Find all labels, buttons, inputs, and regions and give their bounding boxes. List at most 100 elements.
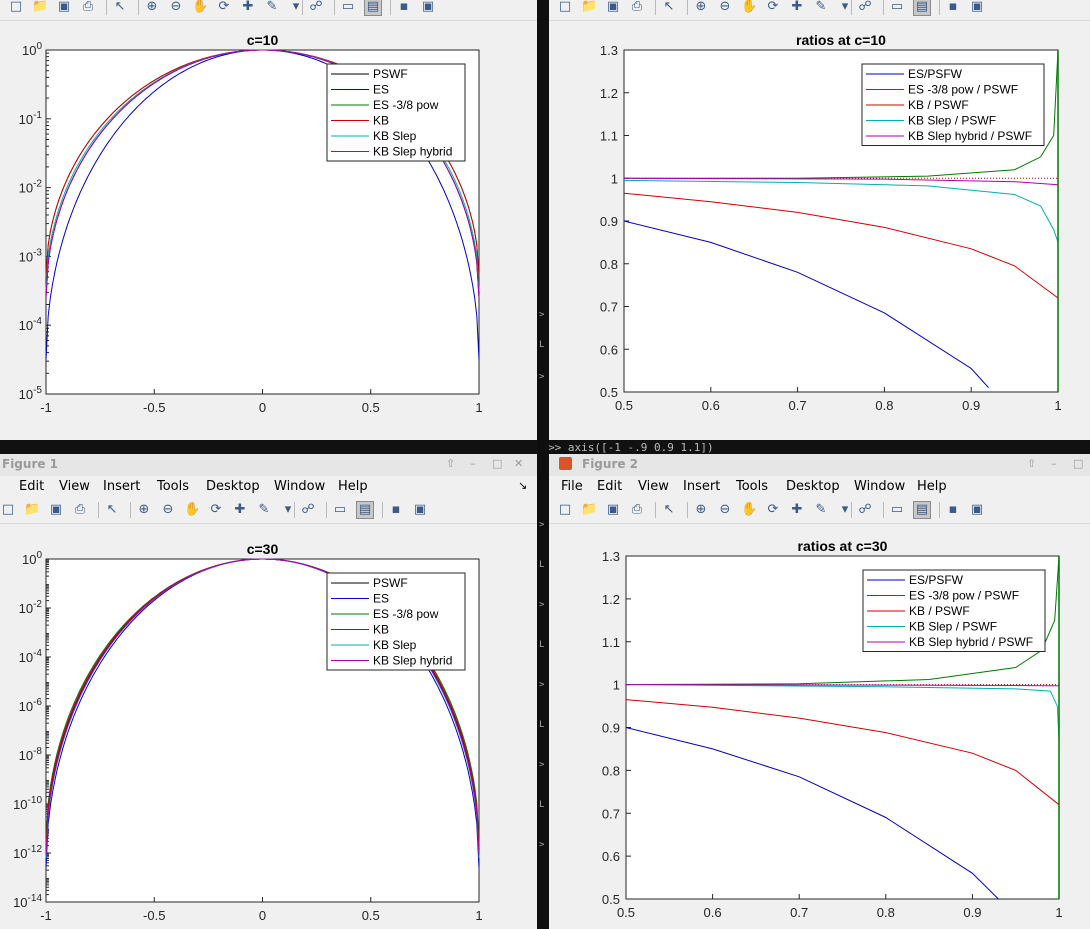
data-cursor-icon[interactable]: ✚ — [791, 502, 803, 517]
close-icon[interactable]: ✕ — [514, 457, 524, 470]
brush-icon[interactable]: ✎ — [266, 0, 278, 14]
menu-window[interactable]: Window — [274, 479, 326, 494]
dropdown-arrow-icon[interactable]: ▾ — [841, 502, 849, 517]
legend-icon[interactable]: ▤ — [356, 501, 374, 519]
menu-tools[interactable]: Tools — [736, 479, 769, 494]
dropdown-arrow-icon[interactable]: ▾ — [292, 0, 300, 14]
new-file-icon[interactable]: □ — [1, 502, 15, 517]
colorbar-icon[interactable]: ▭ — [333, 502, 347, 517]
zoom-in-icon[interactable]: ⊕ — [138, 502, 150, 517]
link-icon[interactable]: ☍ — [858, 502, 872, 517]
open-file-icon[interactable]: 📁 — [32, 0, 49, 14]
dock-icon[interactable]: ⇧ — [1027, 457, 1037, 470]
toolbar-separator — [851, 0, 852, 15]
menu-tools[interactable]: Tools — [157, 479, 190, 494]
save-icon[interactable]: ▣ — [49, 502, 63, 517]
zoom-in-icon[interactable]: ⊕ — [695, 0, 707, 14]
maximize-icon[interactable]: □ — [1073, 457, 1084, 470]
y-tick-label: 0.5 — [600, 385, 618, 400]
open-file-icon[interactable]: 📁 — [24, 502, 41, 517]
maximize-icon[interactable]: □ — [492, 457, 503, 470]
colorbar-icon[interactable]: ▭ — [341, 0, 355, 14]
show-plot-tools-icon[interactable]: ▣ — [970, 0, 984, 14]
menu-file[interactable]: File — [561, 479, 583, 494]
brush-icon[interactable]: ✎ — [258, 502, 270, 517]
hide-plot-tools-icon[interactable]: ▪ — [948, 0, 958, 14]
data-cursor-icon[interactable]: ✚ — [242, 0, 254, 14]
y-tick-label: 10-6 — [19, 697, 43, 714]
pointer-icon[interactable]: ↖ — [106, 502, 118, 517]
show-plot-tools-icon[interactable]: ▣ — [421, 0, 435, 14]
brush-icon[interactable]: ✎ — [815, 0, 827, 14]
menu-view[interactable]: View — [638, 479, 669, 494]
new-file-icon[interactable]: □ — [558, 0, 572, 14]
menu-view[interactable]: View — [59, 479, 90, 494]
menu-help[interactable]: Help — [338, 479, 368, 494]
print-icon[interactable]: ⎙ — [631, 502, 643, 517]
print-icon[interactable]: ⎙ — [74, 502, 86, 517]
rotate-icon[interactable]: ⟳ — [210, 502, 222, 517]
save-icon[interactable]: ▣ — [57, 0, 71, 14]
dock-icon[interactable]: ⇧ — [446, 457, 456, 470]
legend-icon[interactable]: ▤ — [913, 0, 931, 16]
hide-plot-tools-icon[interactable]: ▪ — [948, 502, 958, 517]
y-tick-label: 1.1 — [600, 129, 618, 144]
menu-edit[interactable]: Edit — [19, 479, 45, 494]
pan-icon[interactable]: ✋ — [741, 0, 758, 14]
menu-window[interactable]: Window — [854, 479, 906, 494]
open-file-icon[interactable]: 📁 — [581, 0, 598, 14]
zoom-out-icon[interactable]: ⊖ — [719, 0, 731, 14]
arrow-icon[interactable]: ↘ — [518, 479, 528, 492]
new-file-icon[interactable]: □ — [9, 0, 23, 14]
zoom-in-icon[interactable]: ⊕ — [695, 502, 707, 517]
menu-help[interactable]: Help — [917, 479, 947, 494]
minimize-icon[interactable]: – — [470, 457, 476, 470]
dropdown-arrow-icon[interactable]: ▾ — [841, 0, 849, 14]
link-icon[interactable]: ☍ — [858, 0, 872, 14]
figure-1-titlebar[interactable]: Figure 1 ⇧ – □ ✕ — [0, 454, 537, 477]
legend-entry: KB / PSWF — [909, 604, 970, 618]
show-plot-tools-icon[interactable]: ▣ — [970, 502, 984, 517]
menu-desktop[interactable]: Desktop — [786, 479, 840, 494]
save-icon[interactable]: ▣ — [606, 502, 620, 517]
zoom-out-icon[interactable]: ⊖ — [170, 0, 182, 14]
print-icon[interactable]: ⎙ — [82, 0, 94, 14]
rotate-icon[interactable]: ⟳ — [218, 0, 230, 14]
colorbar-icon[interactable]: ▭ — [890, 0, 904, 14]
link-icon[interactable]: ☍ — [301, 502, 315, 517]
hide-plot-tools-icon[interactable]: ▪ — [399, 0, 409, 14]
menu-desktop[interactable]: Desktop — [206, 479, 260, 494]
link-icon[interactable]: ☍ — [309, 0, 323, 14]
minimize-icon[interactable]: – — [1051, 457, 1057, 470]
rotate-icon[interactable]: ⟳ — [767, 502, 779, 517]
zoom-out-icon[interactable]: ⊖ — [719, 502, 731, 517]
x-tick-label: 0.5 — [362, 400, 380, 415]
show-plot-tools-icon[interactable]: ▣ — [413, 502, 427, 517]
zoom-in-icon[interactable]: ⊕ — [146, 0, 158, 14]
brush-icon[interactable]: ✎ — [815, 502, 827, 517]
print-icon[interactable]: ⎙ — [631, 0, 643, 14]
hide-plot-tools-icon[interactable]: ▪ — [391, 502, 401, 517]
data-cursor-icon[interactable]: ✚ — [234, 502, 246, 517]
legend-icon[interactable]: ▤ — [913, 501, 931, 519]
pan-icon[interactable]: ✋ — [741, 502, 758, 517]
data-cursor-icon[interactable]: ✚ — [791, 0, 803, 14]
dropdown-arrow-icon[interactable]: ▾ — [284, 502, 292, 517]
menu-edit[interactable]: Edit — [597, 479, 623, 494]
colorbar-icon[interactable]: ▭ — [890, 502, 904, 517]
menu-insert[interactable]: Insert — [103, 479, 141, 494]
pan-icon[interactable]: ✋ — [192, 0, 209, 14]
zoom-out-icon[interactable]: ⊖ — [162, 502, 174, 517]
toolbar-separator — [382, 502, 383, 518]
new-file-icon[interactable]: □ — [558, 502, 572, 517]
pointer-icon[interactable]: ↖ — [663, 502, 675, 517]
menu-insert[interactable]: Insert — [683, 479, 721, 494]
pointer-icon[interactable]: ↖ — [663, 0, 675, 14]
legend-icon[interactable]: ▤ — [364, 0, 382, 16]
rotate-icon[interactable]: ⟳ — [767, 0, 779, 14]
save-icon[interactable]: ▣ — [606, 0, 620, 14]
pointer-icon[interactable]: ↖ — [114, 0, 126, 14]
open-file-icon[interactable]: 📁 — [581, 502, 598, 517]
pan-icon[interactable]: ✋ — [184, 502, 201, 517]
figure-2-titlebar[interactable]: Figure 2 ⇧ – □ — [549, 454, 1090, 477]
